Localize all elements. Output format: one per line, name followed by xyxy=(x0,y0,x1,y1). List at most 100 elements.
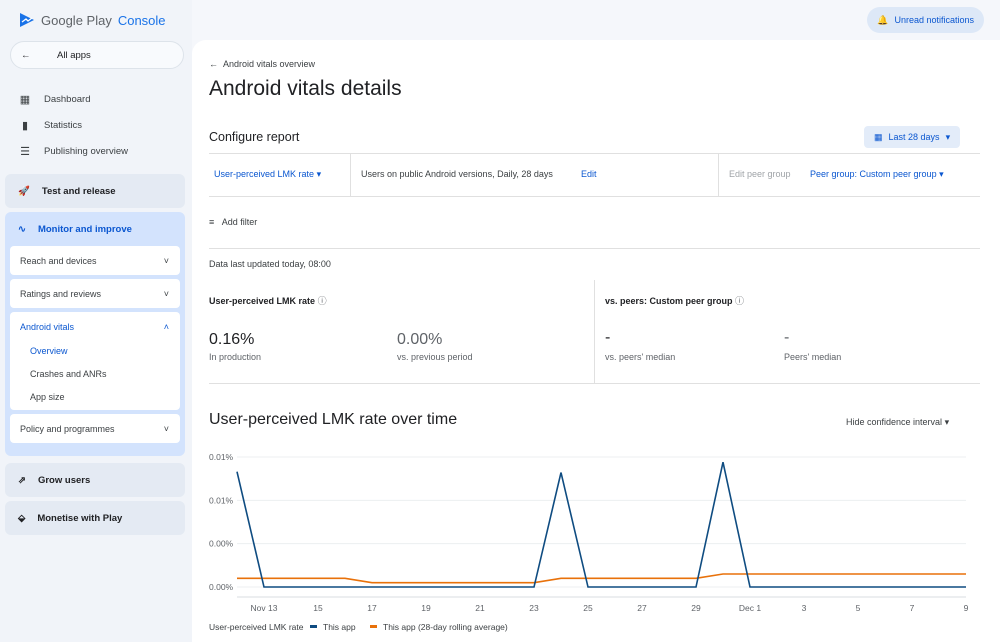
x-tick-label: Nov 13 xyxy=(251,603,278,613)
chart-title: User-perceived LMK rate over time xyxy=(209,411,458,428)
label: Publishing overview xyxy=(44,146,128,157)
x-tick-label: 23 xyxy=(529,603,539,613)
y-tick-label: 0.01% xyxy=(209,452,234,462)
logo-accent: Console xyxy=(117,12,166,28)
logo[interactable]: Google Play Console xyxy=(19,12,166,28)
label: User-perceived LMK rate xyxy=(209,296,316,306)
series-line xyxy=(237,573,966,584)
metric-value-label: In production xyxy=(209,352,262,362)
confidence-interval-toggle[interactable]: Hide confidence interval ▾ xyxy=(846,417,949,428)
population-text: Users on public Android versions, Daily,… xyxy=(361,169,553,179)
label: vs. peers: Custom peer group xyxy=(605,296,733,306)
x-tick-label: 29 xyxy=(691,603,701,613)
median-label: Peers' median xyxy=(784,352,842,362)
back-arrow-icon: ← xyxy=(21,49,31,61)
label: Policy and programmes xyxy=(20,423,115,434)
x-tick-label: Dec 1 xyxy=(739,603,761,613)
sidebar-item-statistics[interactable]: ▮ Statistics xyxy=(18,119,82,132)
x-tick-label: 7 xyxy=(910,603,915,613)
x-tick-label: 3 xyxy=(802,603,807,613)
sidebar-item-ratings-reviews[interactable]: Ratings and reviews ˅ xyxy=(10,279,180,308)
x-tick-label: 25 xyxy=(583,603,593,613)
sidebar-subitem-overview[interactable]: Overview xyxy=(30,346,68,356)
play-console-logo-icon xyxy=(20,13,34,27)
label: Last 28 days xyxy=(888,132,940,142)
help-icon[interactable]: ⓘ xyxy=(735,296,745,306)
label: Android vitals overview xyxy=(223,59,316,69)
help-icon[interactable]: ⓘ xyxy=(317,296,327,306)
dropdown-icon: ▾ xyxy=(316,169,322,179)
unread-notifications-button[interactable]: 🔔 Unread notifications xyxy=(867,7,984,33)
label: Grow users xyxy=(37,474,91,486)
sidebar-subitem-crashes[interactable]: Crashes and ANRs xyxy=(30,369,107,379)
sidebar-section-monetise[interactable]: ⬙ Monetise with Play xyxy=(5,501,185,535)
x-tick-label: 21 xyxy=(475,603,485,613)
x-tick-label: 5 xyxy=(856,603,861,613)
x-tick-label: 27 xyxy=(637,603,647,613)
configure-heading: Configure report xyxy=(209,130,300,144)
label: Unread notifications xyxy=(894,15,974,25)
legend-title: User-perceived LMK rate xyxy=(209,622,304,632)
sidebar-item-android-vitals[interactable]: Android vitals ˄ Overview Crashes and ANR… xyxy=(10,312,180,410)
back-arrow-icon: ← xyxy=(209,59,224,69)
label: Peer group: Custom peer group xyxy=(810,169,937,179)
tag-icon: ⬙ xyxy=(18,512,26,524)
peer-value-label: vs. peers' median xyxy=(605,352,676,362)
sidebar-section-test-release[interactable]: 🚀 Test and release xyxy=(5,174,185,208)
x-tick-label: 15 xyxy=(313,603,323,613)
legend-swatch xyxy=(310,625,317,628)
edit-peer-group-button[interactable]: Edit peer group xyxy=(729,169,791,179)
dropdown-icon: ▾ xyxy=(939,169,944,179)
peers-title: vs. peers: Custom peer group ⓘ xyxy=(605,294,744,307)
bar-chart-icon: ▮ xyxy=(21,120,29,132)
y-tick-label: 0.00% xyxy=(209,539,234,549)
back-link[interactable]: ← Android vitals overview xyxy=(209,59,315,69)
bell-icon: 🔔 xyxy=(877,14,889,25)
sidebar-item-dashboard[interactable]: ▦ Dashboard xyxy=(18,93,91,106)
label: Android vitals xyxy=(20,321,75,332)
chevron-down-icon: ˅ xyxy=(163,423,169,434)
sidebar-subitem-app-size[interactable]: App size xyxy=(30,392,65,402)
label: Hide confidence interval xyxy=(846,417,943,427)
label: Add filter xyxy=(221,217,258,227)
chevron-down-icon: ˅ xyxy=(163,255,169,266)
label: Statistics xyxy=(44,120,83,131)
sidebar-section-grow-users[interactable]: ⇗ Grow users xyxy=(5,463,185,497)
label: Monetise with Play xyxy=(37,512,123,524)
x-tick-label: 17 xyxy=(367,603,377,613)
peer-group-dropdown[interactable]: Peer group: Custom peer group ▾ xyxy=(810,169,944,180)
dashboard-icon: ▦ xyxy=(19,94,31,106)
dropdown-icon: ▾ xyxy=(944,417,950,427)
x-tick-label: 9 xyxy=(964,603,969,613)
legend-label: This app (28-day rolling average) xyxy=(383,622,508,632)
date-range-button[interactable]: ▦ Last 28 days ▾ xyxy=(864,126,961,148)
label: Monitor and improve xyxy=(37,223,132,235)
logo-text: Google Play xyxy=(41,12,112,28)
grow-icon: ⇗ xyxy=(18,474,26,486)
metric-dropdown[interactable]: User-perceived LMK rate ▾ xyxy=(214,169,321,180)
sidebar-item-publishing-overview[interactable]: ☰ Publishing overview xyxy=(18,145,128,158)
y-tick-label: 0.00% xyxy=(209,582,234,592)
x-tick-label: 19 xyxy=(421,603,431,613)
legend-swatch xyxy=(370,625,377,628)
sidebar-item-reach-devices[interactable]: Reach and devices ˅ xyxy=(10,246,180,275)
edit-population-link[interactable]: Edit xyxy=(581,169,597,179)
sidebar: Google Play Console ← All apps ▦ Dashboard … xyxy=(0,0,192,642)
schedule-list-icon: ☰ xyxy=(20,146,30,158)
add-filter-button[interactable]: ≡ Add filter xyxy=(209,217,257,227)
label: Reach and devices xyxy=(20,255,97,266)
legend-label: This app xyxy=(323,622,356,632)
vitals-pulse-icon: ∿ xyxy=(18,223,26,235)
sidebar-section-monitor[interactable]: ∿ Monitor and improve Reach and devices ˅ … xyxy=(5,212,185,456)
sidebar-item-policy[interactable]: Policy and programmes ˅ xyxy=(10,414,180,443)
peer-value: - xyxy=(605,329,611,346)
label: Ratings and reviews xyxy=(20,288,102,299)
median-value: - xyxy=(784,329,790,346)
label: User-perceived LMK rate xyxy=(214,169,315,179)
y-tick-label: 0.01% xyxy=(209,495,234,505)
all-apps-button[interactable]: ← All apps xyxy=(10,41,184,69)
page-title: Android vitals details xyxy=(209,77,402,100)
chevron-down-icon: ˅ xyxy=(163,288,169,299)
metric-value: 0.16% xyxy=(209,331,255,348)
